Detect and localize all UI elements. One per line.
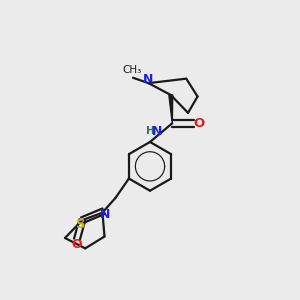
Text: N: N [100,208,110,221]
Text: N: N [143,73,153,86]
Text: CH₃: CH₃ [122,65,141,75]
Text: H: H [146,126,155,136]
Text: S: S [76,218,86,231]
Text: N: N [152,124,162,138]
Text: O: O [194,117,205,130]
Text: O: O [71,238,82,251]
Polygon shape [169,95,173,123]
